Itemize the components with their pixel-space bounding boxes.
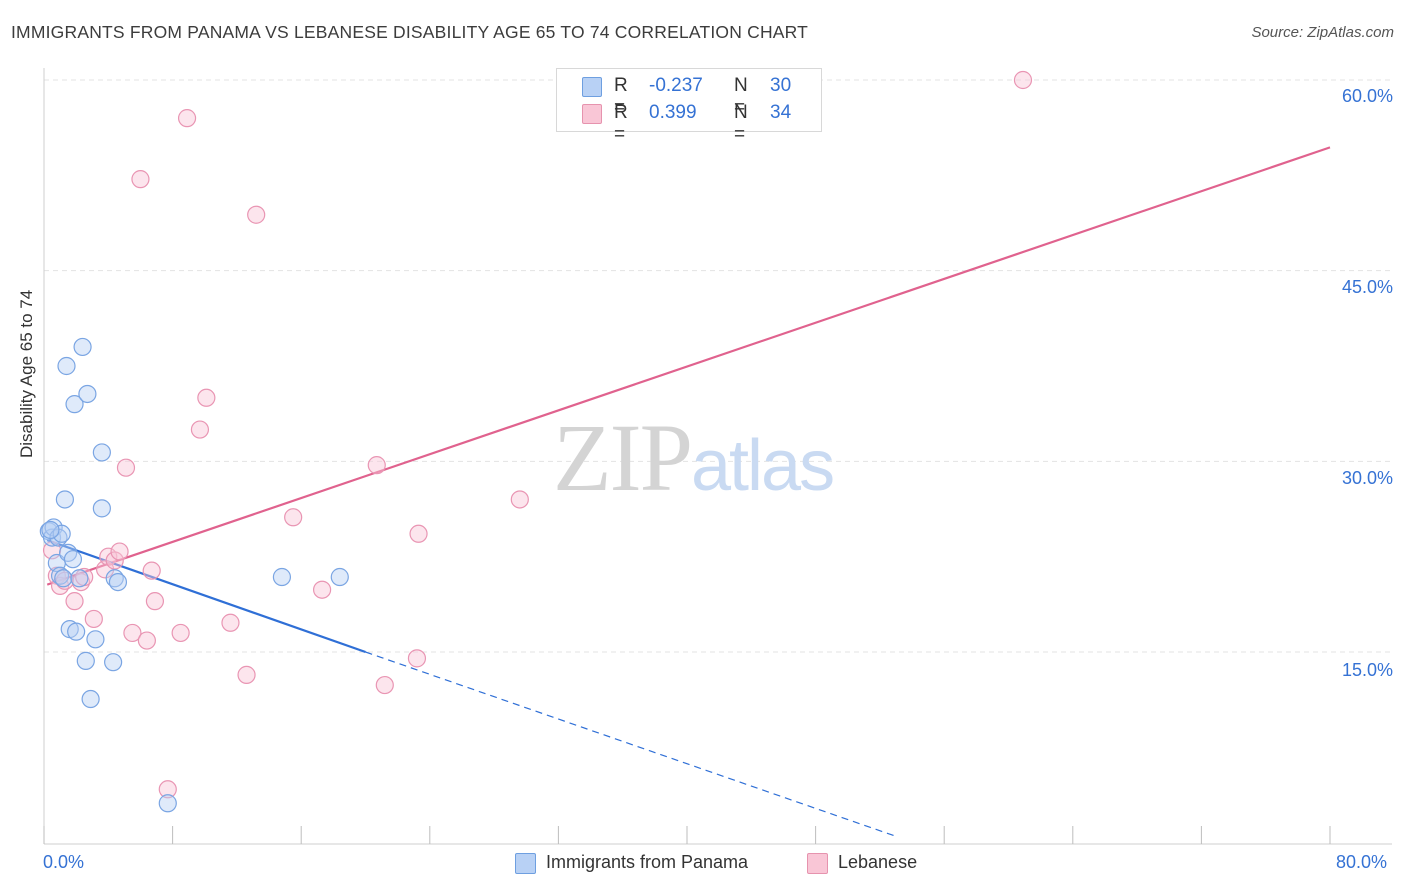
data-point-panama [50, 566, 70, 585]
data-point-panama [63, 550, 83, 569]
data-point-panama [70, 569, 89, 588]
data-point-lebanese [116, 458, 136, 477]
data-point-panama [272, 567, 292, 587]
data-point-panama [108, 572, 128, 592]
data-point-panama [55, 490, 74, 509]
data-point-lebanese [110, 542, 129, 561]
bottom-legend-label: Lebanese [838, 852, 918, 872]
data-point-lebanese [137, 631, 156, 650]
legend-swatch-lebanese [582, 104, 602, 124]
data-point-panama [92, 499, 111, 518]
n-label: N = [734, 102, 748, 145]
data-point-lebanese [312, 580, 332, 599]
y-tick-label: 30.0% [1341, 468, 1393, 488]
data-point-panama [65, 395, 84, 414]
data-point-lebanese [510, 490, 529, 509]
data-point-panama [73, 337, 92, 357]
data-point-lebanese [142, 561, 161, 580]
data-point-lebanese [237, 665, 256, 684]
grid-lines [44, 79, 1392, 653]
data-point-panama [52, 524, 71, 543]
r-value: -0.237 [649, 75, 703, 96]
data-point-panama [78, 384, 97, 404]
r-label: R = [614, 75, 628, 118]
data-point-lebanese [197, 388, 216, 407]
data-point-lebanese [171, 623, 190, 643]
y-tick-label: 60.0% [1341, 86, 1393, 106]
x-tick-label-max: 80.0% [1336, 852, 1388, 872]
data-point-lebanese [221, 613, 240, 632]
trend-line-lebanese [46, 146, 1331, 586]
x-tick-label-min: 0.0% [43, 852, 85, 872]
data-point-panama [57, 356, 76, 376]
n-value: 34 [770, 102, 792, 123]
bottom-legend-swatch-panama [515, 853, 536, 874]
correlation-legend: R = -0.237 N = 30 R = 0.399 N = 34 [556, 68, 822, 145]
bottom-legend-swatch-lebanese [807, 853, 828, 874]
data-point-lebanese [284, 508, 303, 527]
trend-line-panama-extension [365, 651, 897, 837]
data-point-panama [330, 567, 349, 587]
data-point-lebanese [131, 170, 150, 189]
y-tick-label: 15.0% [1341, 660, 1393, 680]
r-value: 0.399 [649, 102, 697, 123]
data-point-lebanese [375, 675, 394, 695]
data-point-lebanese [177, 109, 197, 128]
data-point-lebanese [145, 592, 165, 611]
data-point-panama [104, 653, 123, 672]
r-label: R = [614, 102, 628, 145]
axes [43, 68, 1392, 845]
data-point-lebanese [84, 609, 103, 629]
data-point-panama [67, 622, 86, 641]
y-tick-label: 45.0% [1341, 277, 1393, 297]
chart-title: IMMIGRANTS FROM PANAMA VS LEBANESE DISAB… [11, 22, 809, 42]
data-point-lebanese [158, 780, 177, 799]
data-point-lebanese [247, 205, 266, 224]
data-point-lebanese [190, 420, 210, 439]
legend-swatch-panama [582, 77, 602, 97]
data-point-lebanese [65, 592, 84, 611]
data-points [39, 70, 1033, 813]
data-point-panama [81, 689, 100, 709]
data-point-lebanese [367, 456, 386, 475]
data-point-panama [86, 630, 105, 649]
y-axis-label: Disability Age 65 to 74 [17, 289, 36, 458]
data-point-panama [41, 520, 60, 540]
source-label: Source: ZipAtlas.com [1251, 24, 1394, 41]
trend-lines [46, 146, 1331, 837]
n-value: 30 [770, 75, 792, 96]
data-point-lebanese [105, 551, 124, 570]
data-point-panama [92, 443, 111, 462]
bottom-legend-label: Immigrants from Panama [546, 852, 749, 872]
data-point-lebanese [123, 623, 142, 643]
data-point-lebanese [409, 524, 428, 543]
data-point-panama [54, 569, 73, 588]
data-point-lebanese [407, 649, 427, 668]
data-point-panama [76, 651, 95, 670]
data-point-panama [158, 794, 177, 813]
n-label: N = [734, 75, 748, 118]
data-point-lebanese [1013, 70, 1033, 90]
